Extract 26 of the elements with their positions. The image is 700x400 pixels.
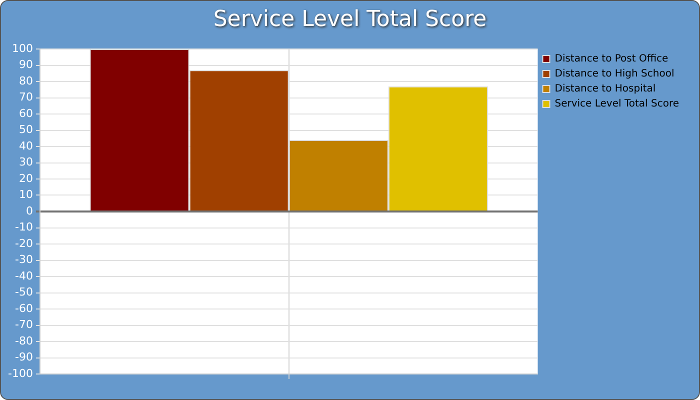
legend-label: Distance to High School <box>554 68 674 80</box>
legend-label: Service Level Total Score <box>554 98 680 110</box>
y-tick-label: 100 <box>12 42 33 55</box>
y-tick-label: 30 <box>18 156 33 169</box>
y-tick-label: 90 <box>18 58 33 72</box>
y-tick-label: -20 <box>14 236 33 250</box>
y-tick-label: 20 <box>18 172 33 185</box>
y-tick-label: 50 <box>18 123 33 136</box>
y-tick-label: -10 <box>14 220 33 234</box>
y-tick-label: 70 <box>18 90 33 104</box>
y-tick-label: -70 <box>14 318 33 332</box>
y-tick-label: -40 <box>14 269 33 282</box>
y-tick-label: -50 <box>14 286 33 299</box>
chart-title: Service Level Total Score <box>212 7 488 32</box>
y-tick-label: 10 <box>18 188 33 202</box>
y-tick-label: 0 <box>26 204 33 218</box>
legend-label: Distance to Hospital <box>554 84 656 95</box>
legend-label: Distance to Post Office <box>554 54 668 65</box>
y-tick-label: -30 <box>14 253 33 266</box>
y-tick-label: -60 <box>14 302 33 315</box>
y-tick-label: 80 <box>18 74 33 88</box>
y-tick-label: -100 <box>8 366 33 380</box>
y-tick-label: -90 <box>14 350 33 364</box>
y-tick-label: 60 <box>18 106 33 120</box>
y-tick-label: -80 <box>14 334 33 348</box>
y-tick-label: 40 <box>18 139 33 152</box>
